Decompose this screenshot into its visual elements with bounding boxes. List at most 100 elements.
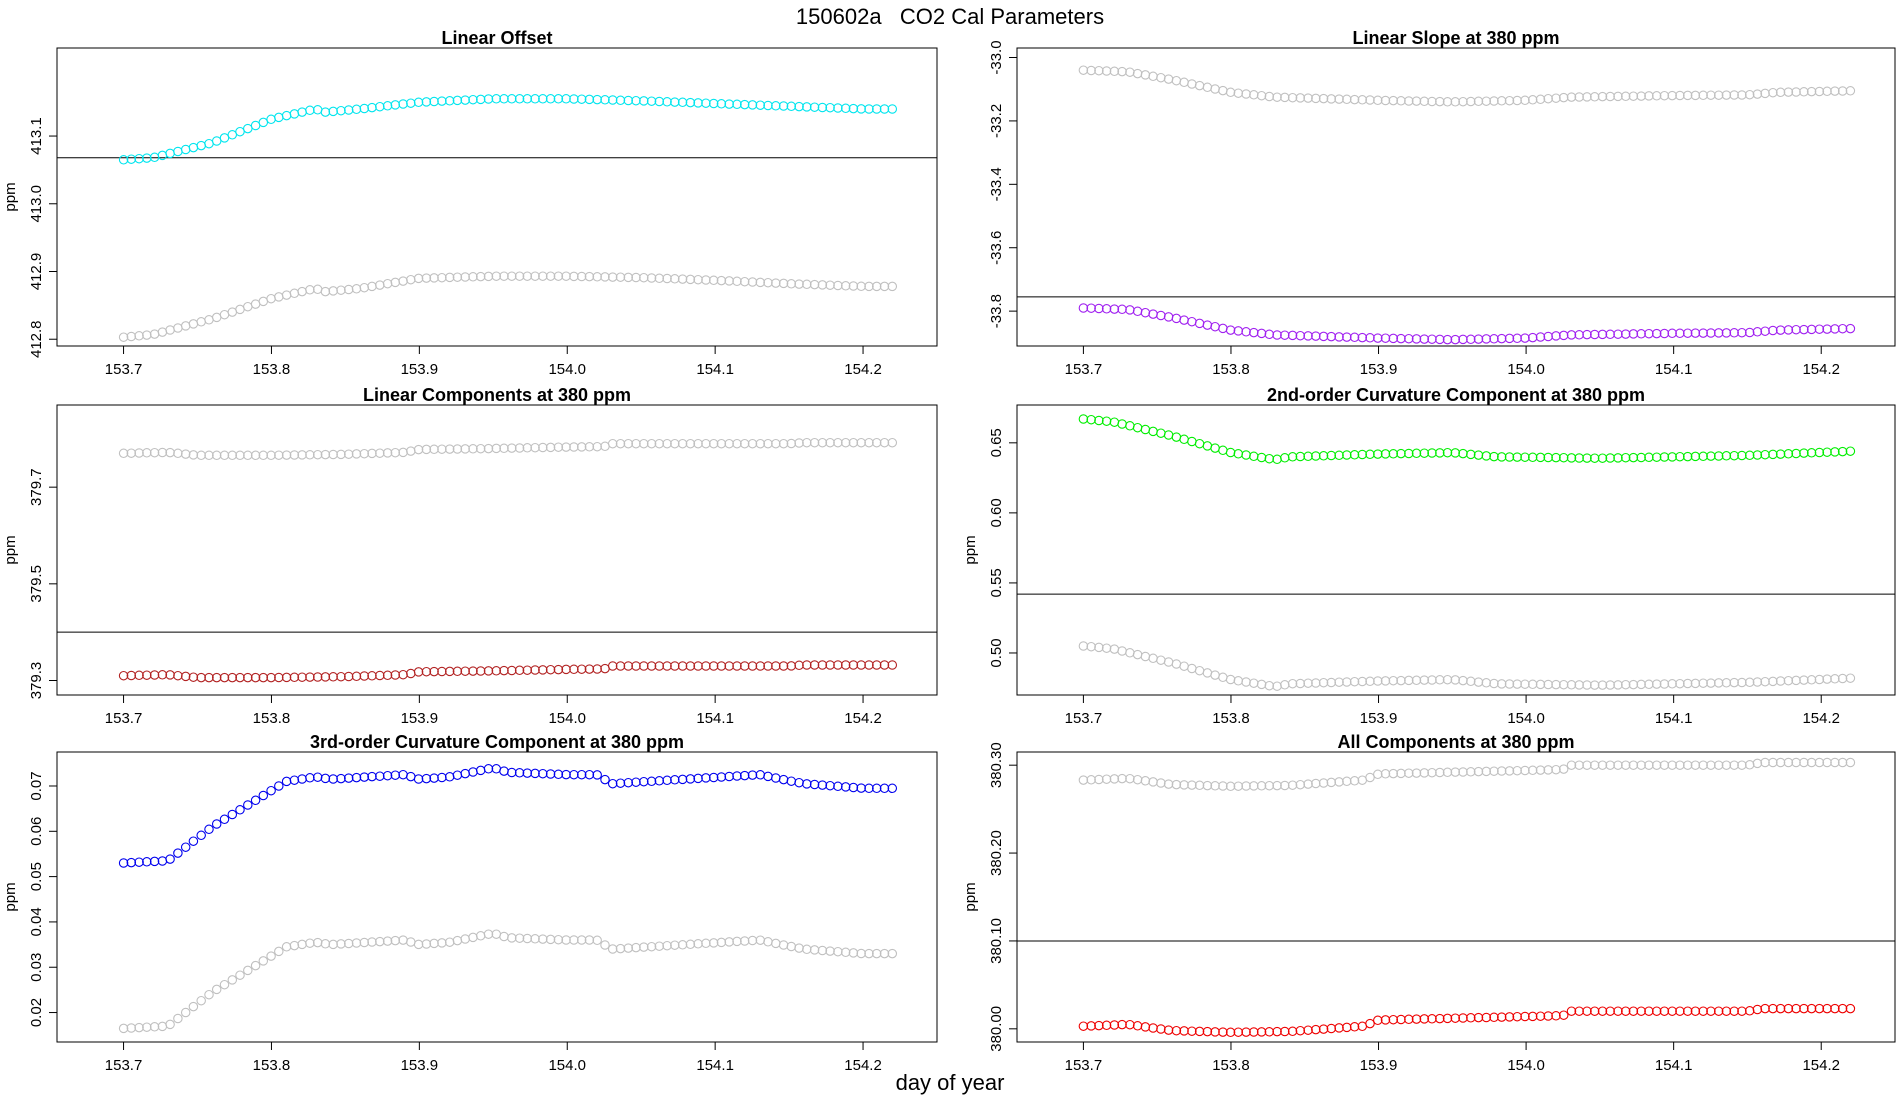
data-point xyxy=(196,140,206,151)
data-point xyxy=(1117,773,1127,784)
data-point xyxy=(289,288,300,299)
data-point xyxy=(817,780,828,790)
data-point xyxy=(646,96,657,106)
data-point xyxy=(1241,1027,1251,1037)
data-point xyxy=(1109,304,1120,314)
data-point xyxy=(592,935,602,946)
data-point xyxy=(1791,675,1801,686)
data-point xyxy=(312,105,323,115)
data-point xyxy=(825,660,835,670)
data-point xyxy=(1698,328,1708,338)
data-point xyxy=(165,670,175,680)
data-point xyxy=(1737,450,1747,461)
data-point xyxy=(134,1022,144,1033)
data-point xyxy=(1729,450,1739,461)
data-point xyxy=(569,769,579,780)
data-point xyxy=(444,96,455,106)
data-point xyxy=(266,951,276,961)
data-point xyxy=(1837,757,1848,768)
data-point xyxy=(1667,328,1677,339)
data-point xyxy=(1194,438,1205,449)
data-point xyxy=(1659,760,1670,770)
data-point xyxy=(165,1019,175,1030)
data-point xyxy=(1163,312,1174,322)
data-point xyxy=(1373,676,1383,686)
data-point xyxy=(475,931,486,941)
y-tick-label: 379.5 xyxy=(28,565,45,603)
data-point xyxy=(1558,452,1569,463)
data-point xyxy=(1566,680,1577,690)
data-point xyxy=(1543,765,1553,775)
data-point xyxy=(196,450,206,461)
data-point xyxy=(1380,769,1391,779)
plot-frame xyxy=(56,404,938,696)
data-point xyxy=(1527,452,1538,463)
data-point xyxy=(398,99,408,109)
data-point xyxy=(1791,87,1801,97)
data-point xyxy=(1791,1003,1801,1014)
data-point xyxy=(514,443,525,453)
data-point xyxy=(180,144,191,155)
data-point xyxy=(1388,333,1399,344)
data-point xyxy=(778,774,789,785)
data-point xyxy=(794,101,804,112)
data-point xyxy=(1512,1011,1522,1022)
data-point xyxy=(1249,451,1259,462)
data-point xyxy=(475,94,486,105)
data-point xyxy=(1845,446,1856,456)
data-point xyxy=(1814,674,1825,685)
data-point xyxy=(507,767,517,778)
x-tick-label: 153.9 xyxy=(401,361,439,378)
data-point xyxy=(320,773,331,784)
data-point xyxy=(615,95,626,106)
data-point xyxy=(1721,90,1732,100)
data-point xyxy=(243,301,253,312)
data-point xyxy=(468,272,478,282)
data-point xyxy=(1148,777,1158,787)
data-point xyxy=(1101,774,1112,784)
data-point xyxy=(227,450,238,461)
data-point xyxy=(1791,448,1801,459)
data-point xyxy=(592,770,602,780)
data-point xyxy=(1628,1006,1639,1016)
data-point xyxy=(1373,449,1383,459)
data-point xyxy=(1837,323,1848,334)
data-point xyxy=(1280,680,1290,690)
data-point xyxy=(1822,674,1832,684)
data-point xyxy=(312,772,323,782)
data-point xyxy=(677,774,688,785)
data-point xyxy=(623,777,634,788)
data-point xyxy=(1783,757,1794,768)
data-point xyxy=(1163,430,1174,440)
data-point xyxy=(1357,95,1368,105)
data-point xyxy=(343,671,354,682)
data-point xyxy=(1342,450,1352,460)
data-point xyxy=(1543,331,1553,342)
data-point xyxy=(538,271,548,281)
data-point xyxy=(786,941,797,952)
data-point xyxy=(1636,760,1646,770)
data-point xyxy=(468,94,478,105)
data-point xyxy=(607,944,618,954)
data-point xyxy=(188,1001,199,1012)
y-tick-label: 0.55 xyxy=(988,568,1005,597)
data-point xyxy=(802,102,812,112)
data-point xyxy=(188,142,199,153)
data-point xyxy=(336,939,346,949)
data-point xyxy=(1435,448,1445,458)
data-point xyxy=(235,672,245,683)
figure-x-axis-label: day of year xyxy=(895,1070,1005,1095)
data-point xyxy=(250,795,261,806)
data-point xyxy=(825,780,835,791)
data-point xyxy=(305,773,315,783)
data-point xyxy=(134,153,144,164)
data-point xyxy=(390,277,401,288)
data-point xyxy=(289,775,300,785)
data-point xyxy=(685,97,696,108)
data-point xyxy=(1202,668,1213,678)
data-point xyxy=(1427,334,1437,344)
data-point xyxy=(118,332,129,342)
data-point xyxy=(126,448,137,458)
data-point xyxy=(351,772,362,783)
data-point xyxy=(1194,1026,1205,1037)
